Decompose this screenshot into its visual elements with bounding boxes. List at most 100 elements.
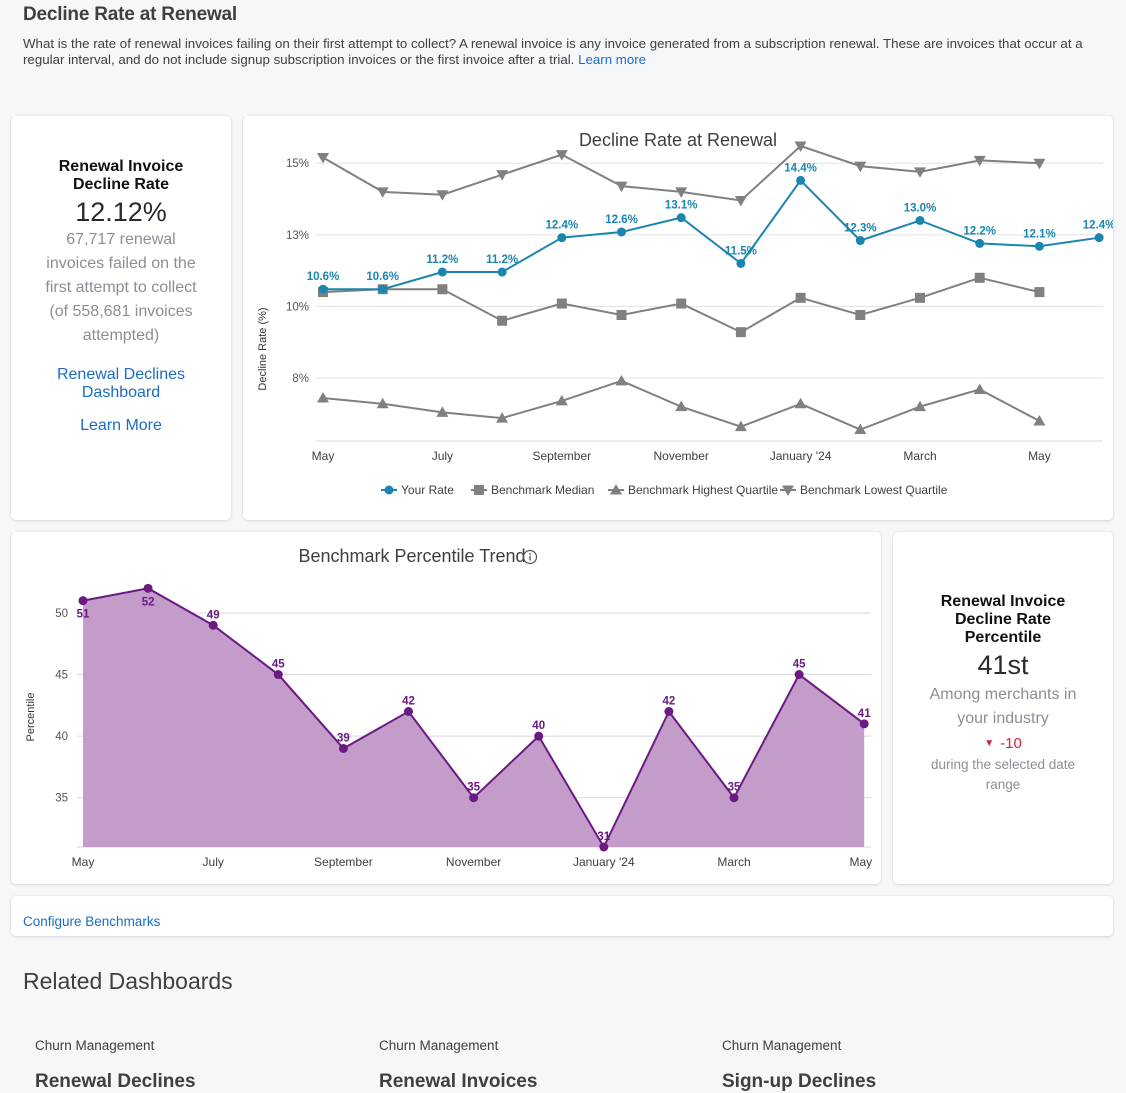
kpi-title-line: Decline Rate <box>72 176 170 193</box>
kpi-title-line: Percentile <box>964 629 1042 646</box>
data-label: 11.2% <box>426 254 458 266</box>
data-point <box>317 392 329 403</box>
data-point <box>317 153 329 164</box>
configure-benchmarks-card: Configure Benchmarks <box>11 896 1113 936</box>
subtext-line: your industry <box>957 710 1049 727</box>
y-tick-label: 8% <box>292 373 309 385</box>
data-point <box>796 175 806 185</box>
y-axis-label: Decline Rate (%) <box>257 307 269 390</box>
related-category: Churn Management <box>722 1038 842 1053</box>
data-label: 42 <box>663 696 676 708</box>
data-point <box>914 167 926 178</box>
kpi-title: Renewal Invoice Decline Rate <box>11 158 231 194</box>
legend-label: Benchmark Lowest Quartile <box>800 483 948 497</box>
data-label: 39 <box>337 732 350 744</box>
data-label: 52 <box>142 596 155 608</box>
data-point <box>556 298 567 309</box>
data-point <box>378 284 388 294</box>
data-point <box>557 233 567 243</box>
kpi-value: 12.12% <box>75 197 167 227</box>
data-point <box>675 400 688 412</box>
data-point <box>338 743 348 753</box>
related-dashboard-item[interactable]: Churn Management Sign-up Declines <box>722 1038 1022 1093</box>
data-point <box>915 292 925 303</box>
data-label: 10.6% <box>307 271 340 283</box>
triangle-up-icon <box>610 484 622 495</box>
x-tick-label: September <box>314 855 373 869</box>
kpi-subtext-line: invoices failed on the <box>46 255 196 272</box>
legend-label: Your Rate <box>401 483 454 497</box>
page-description: What is the rate of renewal invoices fai… <box>23 36 1103 68</box>
data-point <box>208 620 218 630</box>
data-point <box>496 412 509 423</box>
subtext-line: Among merchants in <box>929 686 1077 703</box>
series-line-your-rate <box>323 178 1100 291</box>
related-dashboard-item[interactable]: Churn Management Renewal Declines <box>35 1038 335 1093</box>
change-value: -10 <box>1000 735 1022 752</box>
percentile-trend-chart-card: Benchmark Percentile Trend Percentile 50… <box>11 532 881 884</box>
square-icon <box>474 485 484 495</box>
data-label: 31 <box>597 831 610 843</box>
data-point <box>854 161 867 173</box>
data-point <box>794 141 807 153</box>
data-point <box>855 236 865 246</box>
data-label: 12.4% <box>545 220 578 232</box>
data-label: 12.4% <box>1083 220 1113 232</box>
data-point <box>974 272 985 283</box>
data-point <box>143 583 153 593</box>
y-tick-label: 15% <box>286 158 309 170</box>
related-name[interactable]: Renewal Invoices <box>379 1071 538 1092</box>
data-point <box>615 181 628 193</box>
kpi-subtext-line: (of 558,681 invoices <box>49 303 193 320</box>
data-label: 12.1% <box>1023 228 1056 240</box>
percentile-area-chart: Benchmark Percentile Trend Percentile 50… <box>25 546 872 869</box>
x-tick-label: July <box>432 449 453 463</box>
data-point <box>735 327 746 338</box>
note-line: range <box>985 777 1021 792</box>
related-name[interactable]: Renewal Declines <box>35 1071 196 1092</box>
legend-item: Benchmark Lowest Quartile <box>780 483 948 497</box>
learn-more-link[interactable]: Learn more <box>578 52 647 67</box>
data-point <box>1033 158 1046 170</box>
renewal-declines-dashboard-link[interactable]: Renewal Declines Dashboard <box>11 366 231 402</box>
data-point <box>497 315 508 326</box>
x-tick-label: May <box>72 855 95 869</box>
info-icon-circle <box>522 549 538 565</box>
data-point <box>376 187 389 198</box>
data-point <box>437 267 447 277</box>
legend-label: Benchmark Median <box>491 483 594 497</box>
triangle-down-icon <box>782 485 794 496</box>
data-label: 13.1% <box>665 200 698 212</box>
data-point <box>859 719 869 729</box>
kpi-title-line: Renewal Invoice <box>58 158 184 175</box>
configure-benchmarks-link[interactable]: Configure Benchmarks <box>23 914 161 929</box>
page-title: Decline Rate at Renewal <box>23 4 237 25</box>
data-label: 10.6% <box>366 271 399 283</box>
legend-label: Benchmark Highest Quartile <box>628 483 778 497</box>
x-tick-label: March <box>717 855 750 869</box>
triangle-down-icon: ▼ <box>984 738 995 749</box>
related-name[interactable]: Sign-up Declines <box>722 1071 877 1092</box>
kpi-title-line: Renewal Invoice <box>940 593 1066 610</box>
decline-rate-kpi-card: Renewal Invoice Decline Rate 12.12% 67,7… <box>11 116 231 520</box>
data-point <box>854 423 867 435</box>
data-point <box>675 187 688 198</box>
x-tick-label: January '24 <box>573 855 635 869</box>
y-tick-label: 10% <box>286 301 309 313</box>
data-point <box>496 170 509 181</box>
related-dashboard-item[interactable]: Churn Management Renewal Invoices <box>379 1038 679 1093</box>
related-dashboards-title: Related Dashboards <box>23 968 233 994</box>
x-tick-label: May <box>1028 449 1051 463</box>
chart-title: Decline Rate at Renewal <box>579 130 777 150</box>
area-fill <box>83 588 865 847</box>
y-axis-label: Percentile <box>25 693 37 742</box>
kpi-subtext-line: 67,717 renewal <box>66 231 176 248</box>
decline-rate-chart-card: Decline Rate at Renewal Decline Rate (%)… <box>243 116 1115 520</box>
circle-icon <box>384 485 394 495</box>
info-icon[interactable] <box>522 549 538 565</box>
learn-more-kpi-link[interactable]: Learn More <box>80 417 162 434</box>
data-point <box>973 383 986 394</box>
kpi-title: Renewal Invoice Decline Rate Percentile <box>893 593 1113 647</box>
y-tick-label: 13% <box>286 230 309 242</box>
data-point <box>855 310 866 320</box>
